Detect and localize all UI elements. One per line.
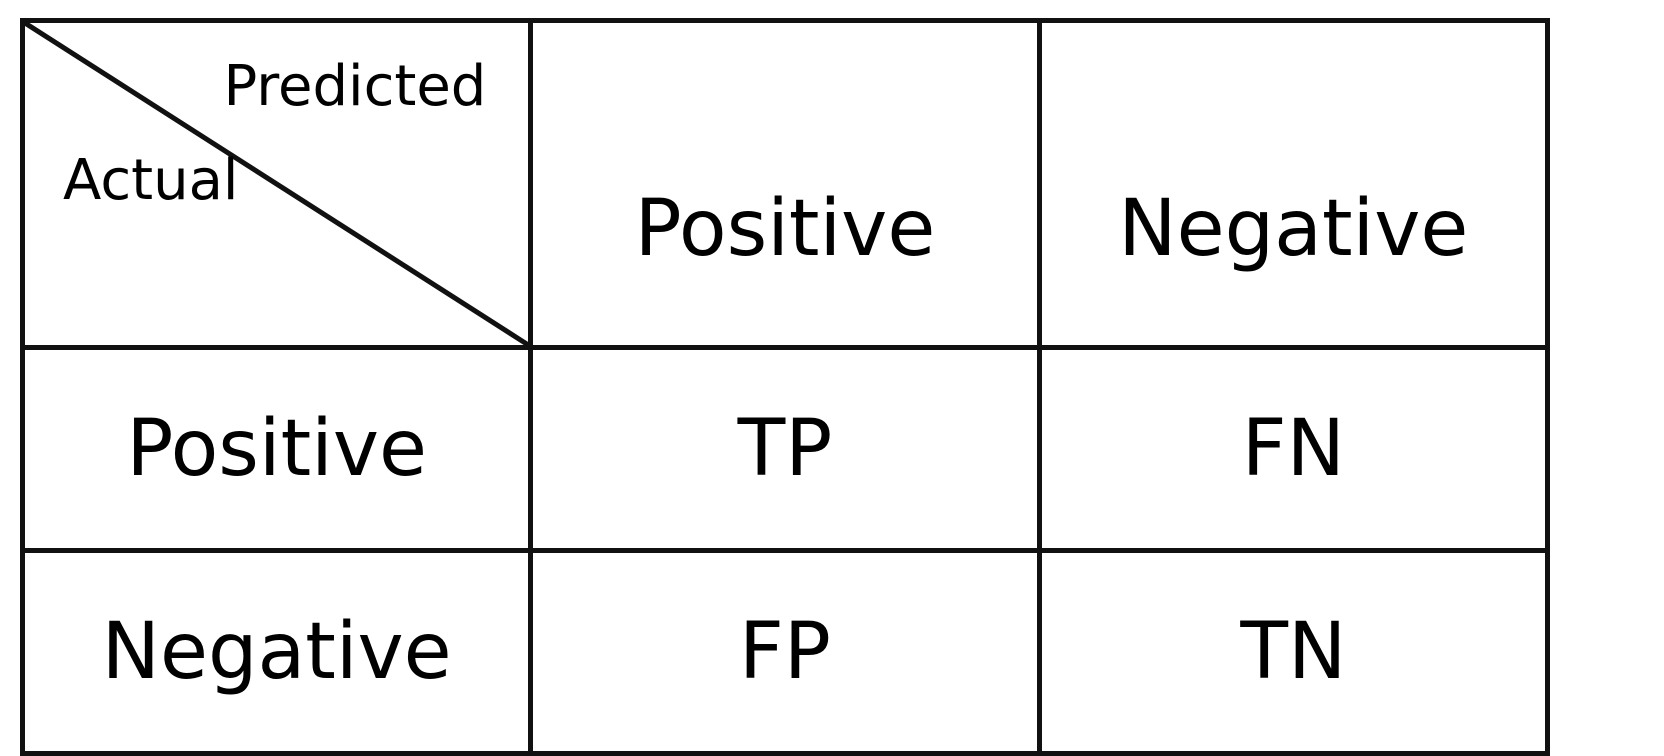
row-header-positive: Positive	[19, 345, 534, 553]
confusion-matrix: Predicted Actual Positive Negative Posit…	[19, 18, 1551, 756]
cell-fp: FP	[528, 548, 1042, 756]
corner-cell: Predicted Actual	[19, 18, 534, 350]
row-header-negative: Negative	[19, 548, 534, 756]
cell-tn: TN	[1036, 548, 1551, 756]
matrix-row-positive: Positive TP FN	[19, 345, 1551, 553]
diagonal-divider	[25, 23, 528, 345]
column-header-negative: Negative	[1036, 18, 1551, 350]
predicted-axis-label: Predicted	[223, 54, 487, 119]
column-header-positive: Positive	[528, 18, 1042, 350]
actual-axis-label: Actual	[63, 148, 239, 213]
header-row: Predicted Actual Positive Negative	[19, 18, 1551, 350]
cell-tp: TP	[528, 345, 1042, 553]
matrix-row-negative: Negative FP TN	[19, 548, 1551, 756]
cell-fn: FN	[1036, 345, 1551, 553]
